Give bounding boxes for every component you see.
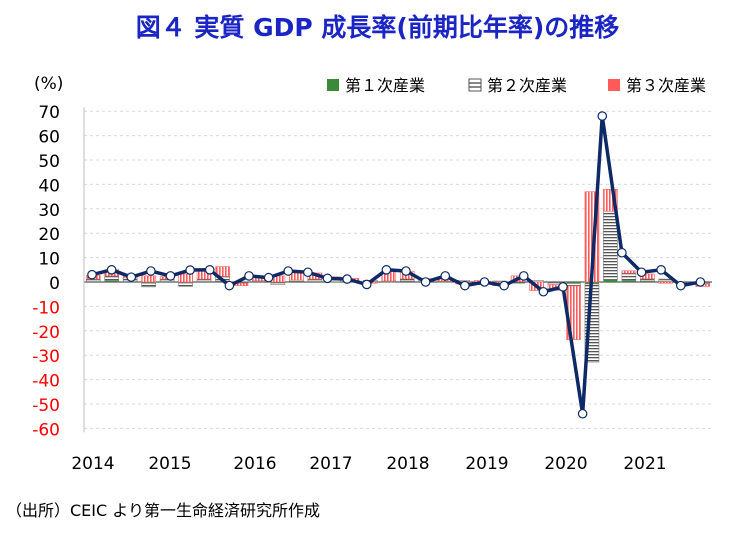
gdp-point [538, 286, 549, 297]
legend-label-primary: 第１次産業 [345, 76, 425, 95]
gdp-point [440, 271, 451, 281]
y-tick-label: 50 [38, 152, 60, 172]
gdp-point [224, 280, 235, 291]
legend-swatch-primary [327, 79, 339, 91]
bar-tertiary [621, 270, 637, 274]
bar-primary [603, 279, 618, 282]
bar-tertiary [141, 275, 156, 283]
x-tick-label: 2019 [465, 454, 508, 474]
gdp-point [381, 264, 392, 275]
bar-secondary [603, 210, 618, 280]
legend-label-secondary: 第２次産業 [487, 76, 567, 95]
bar-secondary [178, 282, 193, 287]
bar-tertiary [658, 281, 674, 284]
gdp-point [342, 274, 352, 284]
bar-secondary [566, 283, 581, 287]
tick-layer: 70 60 50 40 30 20 10 0 -10 -20 -30 -40 -50 -60 2014 201… [32, 103, 666, 474]
gdp-point [558, 282, 568, 292]
gdp-point [106, 264, 117, 275]
gdp-point [361, 279, 372, 290]
gdp-point [204, 264, 215, 275]
source-note: （出所）CEIC より第一生命経済研究所作成 [6, 501, 320, 520]
gdp-point [87, 269, 97, 280]
gdp-point [146, 266, 156, 276]
chart-title: 図４ 実質 GDP 成長率(前期比年率)の推移 [135, 13, 620, 42]
legend-swatch-secondary [468, 78, 482, 92]
gdp-point [420, 277, 431, 287]
x-tick-label: 2018 [386, 454, 429, 474]
gdp-point [303, 267, 313, 278]
y-tick-label: 0 [49, 274, 60, 294]
y-tick-label: -50 [32, 396, 60, 416]
x-tick-label: 2016 [233, 454, 276, 474]
gdp-point [577, 408, 588, 419]
bar-primary [104, 280, 119, 282]
gdp-point [126, 272, 137, 282]
bar-tertiary [178, 273, 193, 283]
gdp-point [617, 247, 627, 258]
bar-secondary [270, 281, 286, 285]
gdp-point [322, 273, 333, 284]
y-tick-label: -30 [32, 347, 60, 367]
x-tick-label: 2020 [544, 454, 587, 474]
bar-secondary [196, 278, 212, 282]
bar-secondary [621, 272, 637, 281]
y-tick-label: -40 [32, 372, 60, 392]
grid-layer [83, 107, 712, 433]
gdp-point [695, 277, 706, 287]
gdp-point [165, 271, 176, 281]
y-tick-label: 60 [38, 128, 60, 148]
gdp-point [479, 277, 490, 287]
y-tick-label: -20 [32, 323, 60, 343]
y-tick-label: -60 [32, 420, 60, 440]
y-tick-label: -10 [32, 298, 60, 318]
bar-primary [640, 281, 655, 282]
gdp-point [518, 271, 529, 281]
x-tick-label: 2014 [71, 454, 114, 474]
gdp-point [499, 280, 509, 291]
gdp-point [597, 111, 608, 121]
gdp-point [460, 280, 470, 291]
gdp-point [675, 280, 686, 291]
gdp-point [263, 272, 274, 283]
bar-primary [141, 282, 156, 284]
gdp-point [185, 265, 195, 275]
gdp-point [244, 271, 254, 281]
bar-secondary [141, 282, 156, 288]
y-axis-unit: (%) [34, 74, 64, 94]
bar-primary [400, 281, 415, 282]
y-tick-label: 70 [38, 103, 60, 123]
bar-tertiary [215, 266, 230, 277]
gdp-point [636, 267, 647, 278]
bar-secondary [399, 278, 415, 282]
legend-label-tertiary: 第３次産業 [626, 76, 706, 95]
y-tick-label: 40 [38, 176, 60, 196]
x-tick-label: 2021 [623, 454, 666, 474]
bar-secondary [640, 278, 655, 282]
gdp-point [401, 266, 411, 276]
bar-primary [621, 280, 636, 282]
legend: 第１次産業 第２次産業 第３次産業 [327, 76, 706, 95]
gdp-point [656, 264, 666, 275]
gdp-point [283, 266, 294, 276]
x-tick-label: 2015 [148, 454, 191, 474]
bar-primary [566, 282, 581, 284]
y-tick-label: 20 [38, 225, 60, 245]
legend-swatch-tertiary [608, 79, 620, 91]
bar-secondary [104, 275, 120, 282]
bar-primary [289, 281, 304, 282]
bar-primary [178, 282, 193, 283]
y-tick-label: 10 [38, 250, 60, 270]
bar-secondary [85, 278, 101, 282]
gdp-line-layer [87, 111, 706, 419]
x-tick-label: 2017 [309, 454, 352, 474]
bar-secondary [307, 278, 323, 282]
y-tick-label: 30 [38, 201, 60, 221]
